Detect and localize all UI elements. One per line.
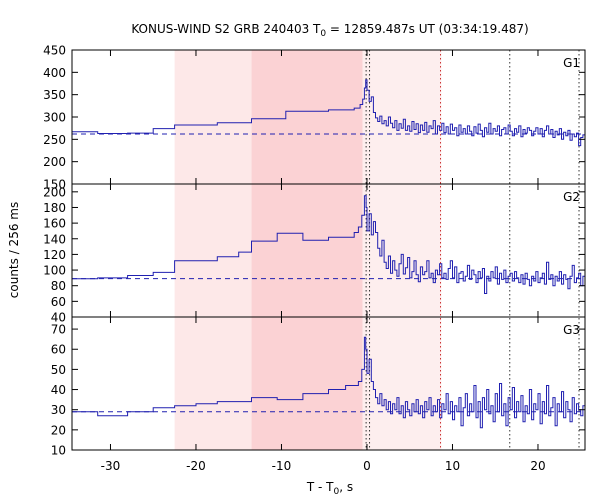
light-curve-g2 — [72, 195, 585, 294]
y-tick-label: 120 — [43, 248, 66, 262]
y-tick-label: 140 — [43, 232, 66, 246]
y-tick-label: 40 — [51, 383, 66, 397]
x-axis: -30 -20 -10 0 10 20 — [101, 459, 546, 473]
y-tick-label: 150 — [43, 178, 66, 192]
shaded-region-1 — [251, 50, 363, 450]
shaded-region-0 — [174, 50, 252, 450]
y-tick-label: 70 — [51, 323, 66, 337]
panel-label-g3: G3 — [563, 323, 580, 337]
y-tick-label: 60 — [51, 295, 66, 309]
chart-title-rest: = 12859.487s UT (03:34:19.487) — [326, 22, 529, 36]
chart-title-subscript: 0 — [320, 29, 326, 39]
x-tick-label: 20 — [530, 459, 545, 473]
x-axis-label-main: T - T — [306, 480, 334, 494]
panel-frame — [71, 316, 586, 451]
y-tick-label: 250 — [43, 133, 66, 147]
chart-title: KONUS-WIND S2 GRB 240403 T0 = 12859.487s… — [131, 22, 528, 39]
y-tick-label: 80 — [51, 279, 66, 293]
x-axis-label-subscript: 0 — [334, 487, 340, 497]
y-tick-label: 20 — [51, 423, 66, 437]
x-axis-label: T - T0, s — [306, 480, 353, 497]
panel-label-g1: G1 — [563, 56, 580, 70]
panel-label-g2: G2 — [563, 190, 580, 204]
plot-area — [174, 50, 580, 450]
panels: 150200250300350400450G140608010012014016… — [43, 44, 586, 458]
y-tick-label: 160 — [43, 217, 66, 231]
x-axis-label-rest: , s — [339, 480, 353, 494]
x-tick-label: -10 — [272, 459, 292, 473]
light-curve-g3 — [72, 336, 585, 429]
y-tick-label: 100 — [43, 264, 66, 278]
light-curve-g1 — [72, 79, 585, 147]
y-tick-label: 400 — [43, 66, 66, 80]
x-tick-label: -20 — [186, 459, 206, 473]
x-tick-label: 10 — [445, 459, 460, 473]
y-tick-label: 10 — [51, 444, 66, 458]
y-tick-label: 200 — [43, 155, 66, 169]
y-tick-label: 40 — [51, 311, 66, 325]
y-tick-label: 200 — [43, 185, 66, 199]
y-tick-label: 350 — [43, 88, 66, 102]
y-tick-label: 450 — [43, 44, 66, 58]
panel-g3: 10 20 30 40 50 60 70 G3 — [51, 316, 586, 458]
x-tick-label: 0 — [363, 459, 371, 473]
x-tick-label: -30 — [101, 459, 121, 473]
y-tick-label: 50 — [51, 363, 66, 377]
y-tick-label: 30 — [51, 403, 66, 417]
y-tick-label: 300 — [43, 111, 66, 125]
chart-title-main: KONUS-WIND S2 GRB 240403 T — [131, 22, 321, 36]
y-tick-label: 60 — [51, 343, 66, 357]
y-axis-label: counts / 256 ms — [7, 202, 21, 298]
y-tick-label: 180 — [43, 201, 66, 215]
